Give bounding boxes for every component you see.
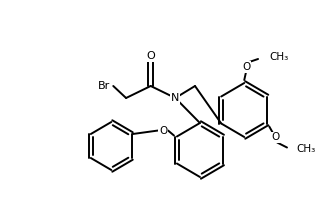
Text: O: O [271,132,279,142]
Text: O: O [146,51,155,61]
Text: O: O [159,125,167,135]
Text: O: O [242,62,250,72]
Text: Br: Br [98,81,110,91]
Text: N: N [171,93,180,103]
Text: CH₃: CH₃ [297,145,316,155]
Text: CH₃: CH₃ [270,52,289,62]
